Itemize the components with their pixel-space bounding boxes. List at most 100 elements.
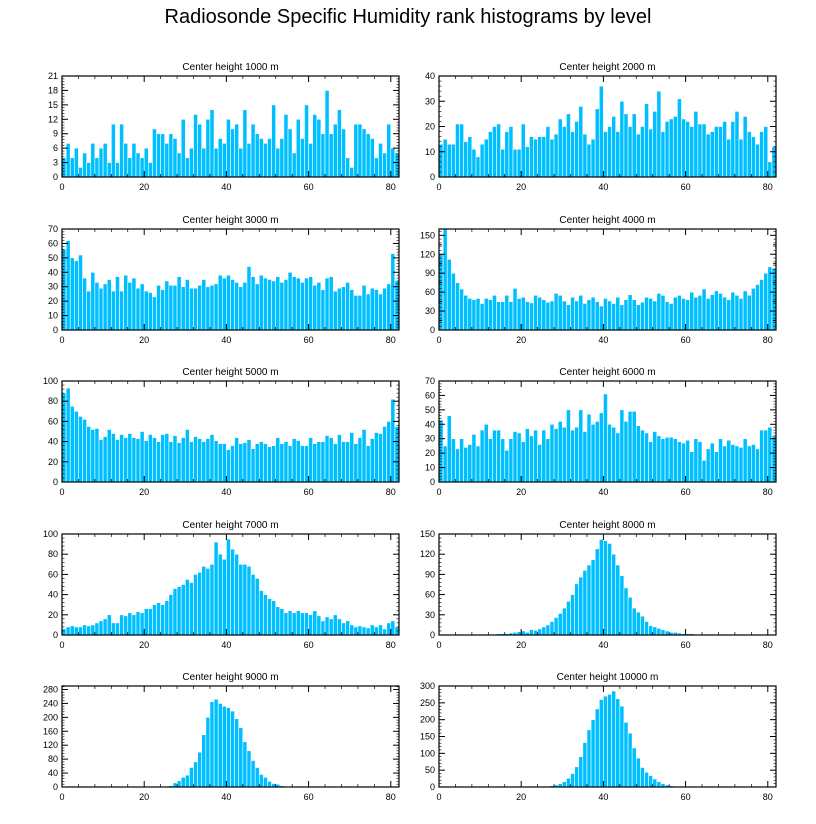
y-tick-label: 90 <box>425 268 435 278</box>
bar <box>438 419 444 483</box>
bar <box>545 438 551 483</box>
bar <box>308 614 313 636</box>
bar <box>603 393 608 483</box>
bar <box>353 295 359 331</box>
bar <box>463 447 469 483</box>
bar <box>316 441 322 483</box>
bar <box>516 298 522 331</box>
bar <box>463 141 469 178</box>
x-tick-label: 40 <box>221 182 231 192</box>
bar <box>537 444 543 483</box>
bar <box>78 254 83 331</box>
bar <box>561 781 567 788</box>
bar <box>320 289 326 331</box>
bar <box>442 138 448 178</box>
x-tick-label: 20 <box>139 182 149 192</box>
bar <box>205 717 211 788</box>
y-tick-label: 18 <box>48 85 58 95</box>
bar <box>152 296 157 331</box>
bar <box>382 426 387 483</box>
bar <box>693 296 699 331</box>
bar <box>471 434 477 483</box>
bar <box>337 109 342 178</box>
bar <box>607 300 612 331</box>
bar <box>365 133 371 178</box>
bar <box>479 429 485 483</box>
bar <box>631 299 637 331</box>
bar <box>320 133 326 178</box>
bar <box>86 162 92 178</box>
bar <box>283 114 289 178</box>
bar <box>291 438 297 483</box>
bar <box>598 539 604 636</box>
bar <box>644 771 649 788</box>
bar <box>127 612 133 636</box>
bar <box>467 298 473 331</box>
bar <box>504 294 510 331</box>
bar <box>672 438 678 483</box>
bar <box>90 624 96 636</box>
bar <box>516 148 522 178</box>
bar <box>611 303 617 331</box>
y-tick-label: 100 <box>420 748 435 758</box>
bar <box>488 131 493 178</box>
bar <box>615 131 621 178</box>
bar <box>582 570 588 636</box>
bar <box>607 694 612 788</box>
bar <box>722 445 727 483</box>
bar <box>176 780 182 788</box>
y-tick-label: 60 <box>48 238 58 248</box>
bar <box>287 445 293 483</box>
y-tick-label: 160 <box>43 726 58 736</box>
bar <box>693 438 699 483</box>
bar <box>533 294 538 331</box>
bar <box>106 279 112 331</box>
bar <box>652 300 658 331</box>
bar <box>446 258 452 331</box>
bar <box>238 443 244 483</box>
bar <box>586 564 592 636</box>
bar <box>627 410 633 483</box>
bar <box>361 284 367 331</box>
bar <box>759 279 764 331</box>
bar <box>631 113 637 178</box>
y-tick-label: 0 <box>53 782 58 792</box>
bar <box>701 460 707 483</box>
bar <box>74 260 79 331</box>
bar <box>730 291 736 331</box>
bar <box>574 121 580 178</box>
bar <box>660 438 666 483</box>
bar <box>570 131 575 178</box>
bar <box>160 289 166 331</box>
bar <box>250 123 256 178</box>
bar <box>361 429 367 483</box>
bar <box>148 292 153 331</box>
bar <box>238 286 244 331</box>
panel-title: Center height 4000 m <box>559 215 655 226</box>
bar <box>180 584 186 636</box>
chart-panel-10: Center height 10000 m 0 20 40 60 80 0 50 100 150 2… <box>420 672 777 802</box>
bar <box>672 116 678 178</box>
bar <box>755 284 760 331</box>
bar <box>291 612 297 636</box>
bar <box>332 443 338 483</box>
bar <box>213 541 219 636</box>
bar <box>767 161 773 178</box>
bar <box>640 301 645 331</box>
bar <box>230 279 235 331</box>
bar <box>471 299 477 331</box>
bar <box>324 90 330 178</box>
y-tick-label: 30 <box>48 282 58 292</box>
bar <box>164 433 170 483</box>
bar <box>726 439 732 483</box>
bar <box>164 143 170 178</box>
bar <box>730 444 736 483</box>
bar <box>131 143 137 178</box>
bar <box>570 594 575 636</box>
y-tick-label: 40 <box>48 768 58 778</box>
bar <box>349 167 355 178</box>
bar <box>557 421 563 483</box>
y-tick-label: 40 <box>48 590 58 600</box>
bar <box>234 718 240 788</box>
